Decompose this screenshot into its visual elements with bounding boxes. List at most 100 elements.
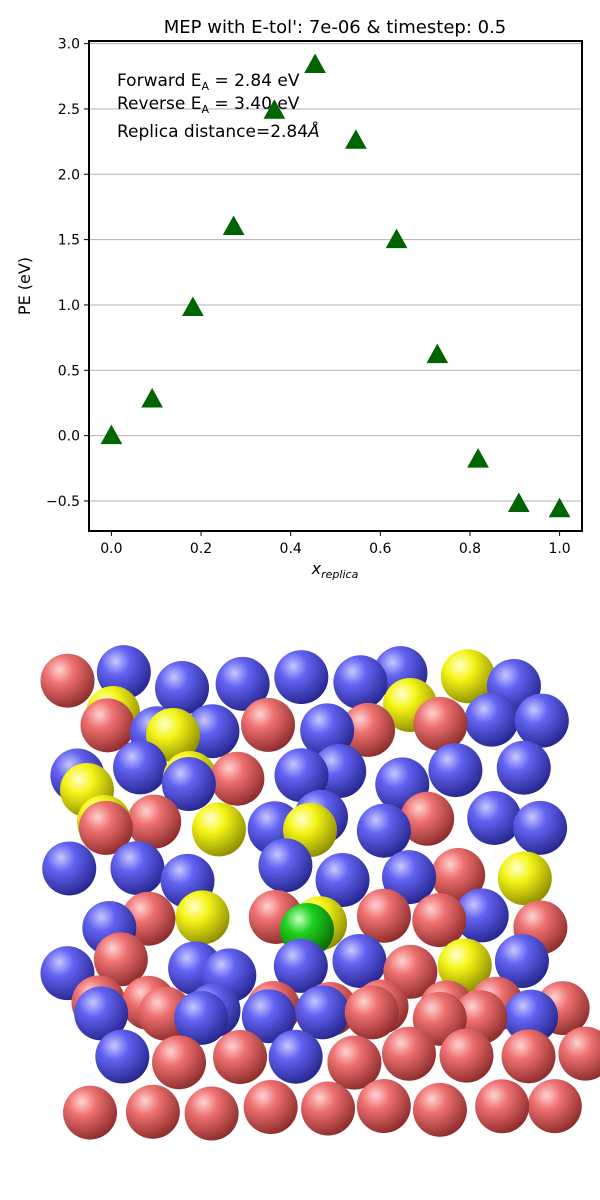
- data-point-marker: [426, 343, 449, 364]
- red-atom: [412, 893, 467, 948]
- yellow-atom: [440, 649, 495, 704]
- data-points: [100, 53, 571, 518]
- red-atom: [210, 751, 265, 806]
- x-tick-label: 0.0: [100, 541, 122, 557]
- yellow-atom: [146, 708, 200, 762]
- yellow-atom: [497, 851, 552, 906]
- red-atom: [241, 697, 296, 752]
- blue-atom: [274, 748, 329, 803]
- blue-atom: [241, 989, 296, 1044]
- blue-atom: [332, 933, 387, 988]
- red-atom: [439, 1028, 494, 1083]
- yellow-atom: [175, 890, 230, 945]
- blue-atom: [333, 655, 388, 710]
- red-atom: [127, 794, 182, 849]
- y-tick-label: 2.5: [58, 102, 80, 118]
- y-tick-label: −0.5: [46, 494, 80, 510]
- data-point-marker: [182, 296, 204, 317]
- plot-frame: [88, 40, 583, 532]
- data-point-marker: [263, 99, 286, 119]
- replica-distance-label: Replica distance=2.84Å: [117, 120, 320, 142]
- data-point-marker: [507, 492, 530, 513]
- red-atom: [356, 1079, 411, 1134]
- red-atom: [243, 1079, 298, 1134]
- blue-atom: [42, 841, 97, 896]
- red-atom: [152, 1035, 207, 1090]
- blue-atom: [467, 790, 522, 845]
- data-point-marker: [344, 129, 367, 149]
- atomic-structure-image: [40, 645, 600, 1141]
- blue-atom: [382, 850, 437, 905]
- energy-annotations: Forward EA = 2.84 eV Reverse EA = 3.40 e…: [117, 71, 320, 142]
- y-tick-label: 1.5: [58, 233, 80, 249]
- blue-atom: [185, 704, 240, 759]
- red-atom: [413, 696, 468, 751]
- y-tick-label: 2.0: [58, 167, 80, 183]
- blue-atom: [74, 986, 129, 1041]
- data-point-marker: [548, 497, 571, 518]
- red-atom: [412, 1082, 467, 1137]
- x-axis-ticks: 0.0 0.2 0.4 0.6 0.8 1.0: [100, 531, 571, 557]
- data-point-marker: [100, 424, 123, 445]
- red-atom: [527, 1079, 582, 1134]
- blue-atom: [514, 693, 569, 748]
- blue-atom: [161, 757, 216, 812]
- red-atom: [125, 1084, 180, 1139]
- blue-atom: [268, 1029, 323, 1084]
- blue-atom: [315, 852, 370, 907]
- chart-title: MEP with E-tol': 7e-06 & timestep: 0.5: [164, 17, 506, 38]
- x-tick-label: 0.6: [369, 541, 391, 557]
- blue-atom: [464, 692, 519, 747]
- grid-lines: [89, 43, 582, 502]
- blue-atom: [113, 740, 168, 795]
- data-point-marker: [467, 448, 489, 468]
- yellow-atom: [437, 938, 492, 993]
- y-axis-ticks: −0.5 0.0 0.5 1.0 1.5 2.0 2.5 3.0: [46, 37, 89, 510]
- red-atom: [400, 791, 455, 846]
- blue-atom: [215, 656, 270, 711]
- blue-atom: [295, 985, 350, 1040]
- y-tick-label: 0.0: [58, 429, 80, 445]
- blue-atom: [258, 838, 313, 893]
- red-atom: [213, 1029, 268, 1084]
- red-atom: [327, 1035, 382, 1090]
- x-tick-label: 0.2: [190, 541, 212, 557]
- x-tick-label: 1.0: [548, 541, 570, 557]
- red-atom: [184, 1086, 239, 1141]
- red-atom: [356, 888, 411, 943]
- red-atom: [301, 1081, 356, 1136]
- data-point-marker: [222, 215, 245, 236]
- blue-atom: [300, 703, 355, 758]
- yellow-atom: [191, 802, 246, 857]
- y-tick-label: 3.0: [58, 37, 80, 53]
- blue-atom: [273, 938, 328, 993]
- blue-atom: [454, 888, 509, 943]
- y-tick-label: 1.0: [58, 298, 80, 314]
- mep-chart: MEP with E-tol': 7e-06 & timestep: 0.5 0…: [15, 17, 583, 581]
- blue-atom: [504, 989, 559, 1044]
- blue-atom: [513, 800, 568, 855]
- blue-atom: [174, 990, 229, 1045]
- blue-atom: [274, 650, 329, 705]
- red-atom: [558, 1026, 600, 1081]
- blue-atom: [356, 803, 411, 858]
- forward-barrier-label: Forward EA = 2.84 eV: [117, 71, 300, 93]
- y-axis-label: PE (eV): [15, 257, 34, 315]
- data-point-marker: [304, 53, 326, 74]
- reverse-barrier-label: Reverse EA = 3.40 eV: [117, 94, 300, 116]
- red-atom: [341, 702, 396, 757]
- blue-atom: [496, 740, 551, 795]
- red-atom: [80, 698, 135, 753]
- blue-atom: [494, 934, 549, 989]
- red-atom: [63, 1085, 118, 1140]
- red-atom: [501, 1029, 556, 1084]
- atoms: [40, 645, 600, 1141]
- blue-atom: [96, 645, 151, 700]
- red-atom: [344, 985, 399, 1040]
- y-tick-label: 0.5: [58, 363, 80, 379]
- blue-atom: [428, 743, 483, 798]
- red-atom: [40, 653, 95, 708]
- x-tick-label: 0.8: [459, 541, 481, 557]
- red-atom: [475, 1079, 530, 1134]
- data-point-marker: [141, 387, 163, 408]
